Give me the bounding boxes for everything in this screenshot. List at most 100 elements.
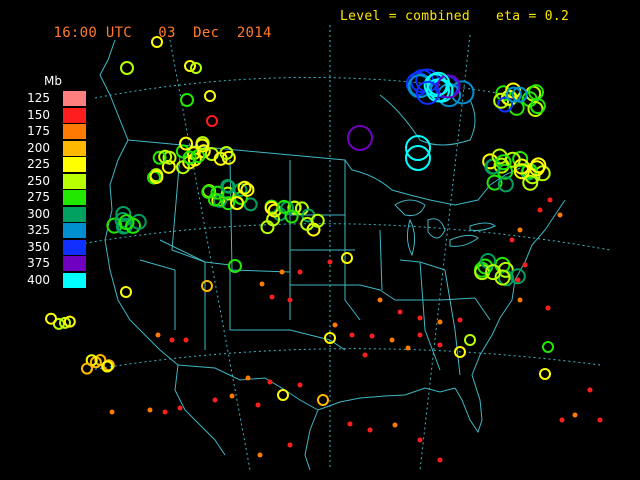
observation-ring [542, 341, 554, 353]
pressure-legend: 125 150 175 200 225 250 275 300 325 350 375 400 [20, 90, 86, 288]
observation-ring [130, 213, 147, 230]
observation-ring [59, 316, 72, 329]
legend-unit: Mb [44, 74, 62, 88]
legend-swatch [63, 124, 86, 139]
observation-ring [152, 150, 167, 165]
legend-row: 350 [20, 239, 86, 256]
observation-dot [517, 227, 523, 233]
observation-dot [547, 197, 553, 203]
observation-ring [530, 157, 547, 174]
observation-ring [228, 259, 242, 273]
observation-ring [101, 360, 114, 373]
observation-dot [597, 417, 603, 423]
observation-ring [539, 368, 551, 380]
observation-ring [220, 186, 235, 201]
observation-dot [229, 393, 235, 399]
observation-ring [497, 176, 514, 193]
observation-dot [437, 457, 443, 463]
legend-row: 375 [20, 255, 86, 272]
legend-label: 375 [27, 256, 50, 270]
observation-dot [417, 437, 423, 443]
observation-dot [377, 297, 383, 303]
observation-ring [149, 170, 164, 185]
observation-dot [267, 379, 273, 385]
observation-ring [115, 206, 132, 223]
observation-dot [257, 452, 263, 458]
observation-ring [118, 214, 135, 231]
observation-dot [212, 397, 218, 403]
observation-ring [204, 90, 216, 102]
observation-dot [183, 337, 189, 343]
observation-ring [324, 332, 336, 344]
legend-label: 400 [27, 272, 50, 287]
legend-row: 125 [20, 90, 86, 107]
observation-ring [341, 252, 353, 264]
observation-ring [512, 150, 529, 167]
observation-ring [230, 196, 245, 211]
observation-dot [392, 422, 398, 428]
observation-dot [259, 281, 265, 287]
observation-ring [277, 389, 289, 401]
observation-ring [522, 174, 539, 191]
observation-dot [297, 382, 303, 388]
observation-ring [485, 264, 502, 281]
observation-dot [349, 332, 355, 338]
observation-dot [332, 322, 338, 328]
observation-ring [80, 362, 93, 375]
observation-ring [287, 200, 302, 215]
observation-ring [504, 151, 521, 168]
observation-ring [206, 115, 218, 127]
legend-label: 325 [27, 223, 50, 237]
legend-row: 300 [20, 206, 86, 223]
observation-dot [147, 407, 153, 413]
legend-swatch [63, 173, 86, 189]
header-level: Level = combined [340, 9, 471, 24]
legend-row: 175 [20, 123, 86, 140]
legend-row: 200 [20, 140, 86, 157]
observation-dot [417, 332, 423, 338]
observation-dot [405, 345, 411, 351]
observation-ring [486, 174, 503, 191]
observation-ring [190, 62, 202, 74]
observation-ring [511, 86, 528, 103]
legend-row: 225 [20, 156, 86, 173]
observation-ring [423, 73, 448, 98]
observation-dot [162, 409, 168, 415]
observation-ring [521, 162, 538, 179]
observation-ring [240, 182, 255, 197]
legend-swatch [63, 157, 86, 172]
observation-ring [195, 138, 210, 153]
observation-dot [572, 412, 578, 418]
legend-swatch [63, 140, 86, 156]
observation-ring [179, 136, 194, 151]
legend-swatch [63, 223, 86, 238]
observation-ring [175, 160, 190, 175]
observation-dot [287, 442, 293, 448]
observation-ring [493, 92, 510, 109]
observation-ring [120, 286, 132, 298]
observation-ring [495, 154, 512, 171]
observation-ring [454, 346, 466, 358]
observation-dot [559, 417, 565, 423]
legend-label: 200 [27, 140, 50, 155]
observation-dot [545, 305, 551, 311]
observation-dot [457, 317, 463, 323]
observation-ring [277, 199, 292, 214]
legend-label: 350 [27, 239, 50, 254]
observation-ring [243, 197, 258, 212]
observation-ring [180, 93, 194, 107]
observation-ring [221, 196, 236, 211]
observation-dot [279, 269, 285, 275]
wind-observations [45, 36, 603, 463]
header-eta: eta = 0.2 [496, 9, 570, 24]
legend-label: 150 [27, 107, 50, 122]
observation-ring [221, 179, 236, 194]
header-time: 16:00 UTC [53, 25, 133, 41]
observation-dot [369, 333, 375, 339]
observation-ring [527, 100, 544, 117]
observation-dot [245, 375, 251, 381]
observation-dot [417, 315, 423, 321]
observation-ring [464, 334, 476, 346]
header-month: Dec [193, 25, 220, 41]
observation-ring [509, 268, 526, 285]
